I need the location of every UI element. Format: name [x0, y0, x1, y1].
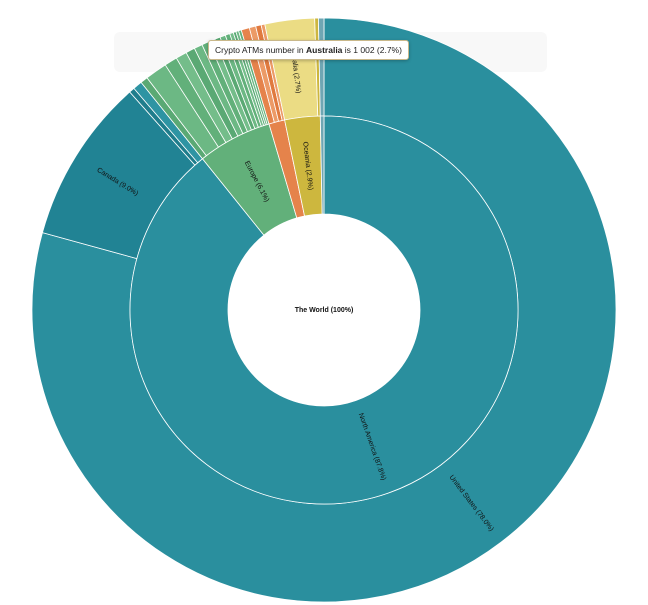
tooltip-suffix: is 1 002 (2.7%) [344, 45, 402, 55]
hover-tooltip: Crypto ATMs number in Australia is 1 002… [208, 40, 409, 60]
tooltip-prefix: Crypto ATMs number in [215, 45, 304, 55]
center-circle[interactable] [228, 214, 420, 406]
center-label: The World (100%) [295, 307, 354, 314]
tooltip-region: Australia [306, 45, 343, 55]
